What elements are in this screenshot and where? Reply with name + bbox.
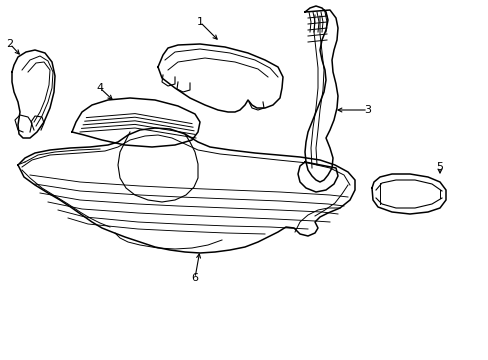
Polygon shape xyxy=(297,162,337,192)
Text: 3: 3 xyxy=(364,105,371,115)
Polygon shape xyxy=(371,174,445,214)
Text: 1: 1 xyxy=(196,17,203,27)
Polygon shape xyxy=(18,128,354,253)
Polygon shape xyxy=(305,6,337,182)
Text: 2: 2 xyxy=(6,39,14,49)
Polygon shape xyxy=(12,50,55,138)
Polygon shape xyxy=(72,98,200,147)
Text: 4: 4 xyxy=(96,83,103,93)
Text: 6: 6 xyxy=(191,273,198,283)
Polygon shape xyxy=(158,44,283,112)
Text: 5: 5 xyxy=(436,162,443,172)
